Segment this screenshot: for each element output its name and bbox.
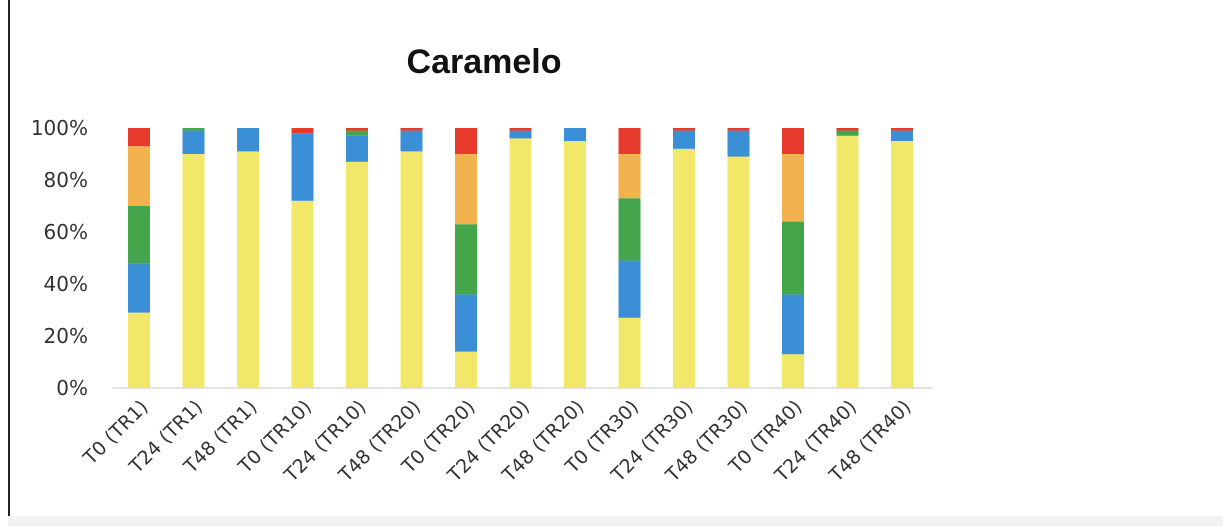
bar-segment xyxy=(346,130,368,136)
y-axis-ticks: 0% 20% 40% 60% 80% 100% xyxy=(31,116,88,400)
bar-segment xyxy=(782,294,804,355)
bar-segment xyxy=(618,128,641,154)
bar-segment xyxy=(128,146,150,206)
bar-segment xyxy=(618,260,641,318)
bar-segment xyxy=(346,128,368,131)
y-tick-label: 100% xyxy=(31,116,88,140)
bar-stack xyxy=(891,128,913,388)
bar-segment xyxy=(836,135,859,388)
bar-stack xyxy=(836,128,859,388)
bar-segment xyxy=(618,198,641,261)
bar-segment xyxy=(891,128,913,131)
bar-segment xyxy=(237,151,259,388)
y-tick-label: 0% xyxy=(56,376,88,400)
bar-stack xyxy=(455,128,477,388)
bar-segment xyxy=(727,130,750,157)
bar-segment xyxy=(128,312,150,388)
bar-segment xyxy=(509,138,532,388)
frame-bottom-strip xyxy=(8,516,1223,526)
bar-segment xyxy=(836,128,859,131)
bar-segment xyxy=(182,128,205,131)
y-tick-label: 20% xyxy=(44,324,88,348)
bar-stack xyxy=(182,128,205,388)
bar-segment xyxy=(564,141,586,388)
bar-segment xyxy=(727,156,750,388)
bar-stack xyxy=(673,128,695,388)
y-tick-label: 80% xyxy=(44,168,88,192)
bar-stacks xyxy=(128,128,913,388)
chart-title: Caramelo xyxy=(407,43,562,81)
bar-stack xyxy=(400,128,423,388)
bar-segment xyxy=(182,154,205,388)
bar-segment xyxy=(128,263,150,313)
bar-stack xyxy=(128,128,150,388)
bar-segment xyxy=(400,151,423,388)
bar-segment xyxy=(346,161,368,388)
bar-stack xyxy=(291,128,314,388)
bar-stack xyxy=(618,128,641,388)
bar-segment xyxy=(509,128,532,131)
y-tick-label: 60% xyxy=(44,220,88,244)
bar-segment xyxy=(509,130,532,139)
bar-segment xyxy=(727,128,750,131)
bar-segment xyxy=(400,128,423,131)
bar-segment xyxy=(891,130,913,141)
bar-segment xyxy=(291,200,314,388)
bar-segment xyxy=(836,130,859,136)
bar-segment xyxy=(891,141,913,388)
bar-segment xyxy=(455,224,477,295)
bar-segment xyxy=(782,221,804,295)
bar-segment xyxy=(782,154,804,222)
bar-segment xyxy=(455,128,477,154)
bar-stack xyxy=(237,128,259,388)
bar-segment xyxy=(237,128,259,152)
bar-segment xyxy=(291,128,314,134)
bar-segment xyxy=(618,154,641,199)
y-tick-label: 40% xyxy=(44,272,88,296)
bar-segment xyxy=(782,128,804,154)
bar-stack xyxy=(782,128,804,388)
bar-segment xyxy=(618,317,641,388)
bar-segment xyxy=(673,128,695,131)
x-axis-labels: T0 (TR1)T24 (TR1)T48 (TR1)T0 (TR10)T24 (… xyxy=(79,396,916,487)
bar-segment xyxy=(673,130,695,149)
bar-segment xyxy=(128,128,150,147)
bar-segment xyxy=(291,133,314,201)
frame-left-border xyxy=(8,0,10,526)
bar-segment xyxy=(400,130,423,152)
bar-segment xyxy=(564,128,586,141)
bar-stack xyxy=(564,128,586,388)
bar-segment xyxy=(673,148,695,388)
bar-segment xyxy=(782,354,804,388)
bar-stack xyxy=(509,128,532,388)
bar-stack xyxy=(727,128,750,388)
bar-segment xyxy=(455,294,477,352)
bar-stack xyxy=(346,128,368,388)
bar-segment xyxy=(455,154,477,225)
bar-segment xyxy=(182,130,205,154)
bar-segment xyxy=(346,135,368,162)
bar-segment xyxy=(455,351,477,388)
bar-segment xyxy=(128,206,150,264)
